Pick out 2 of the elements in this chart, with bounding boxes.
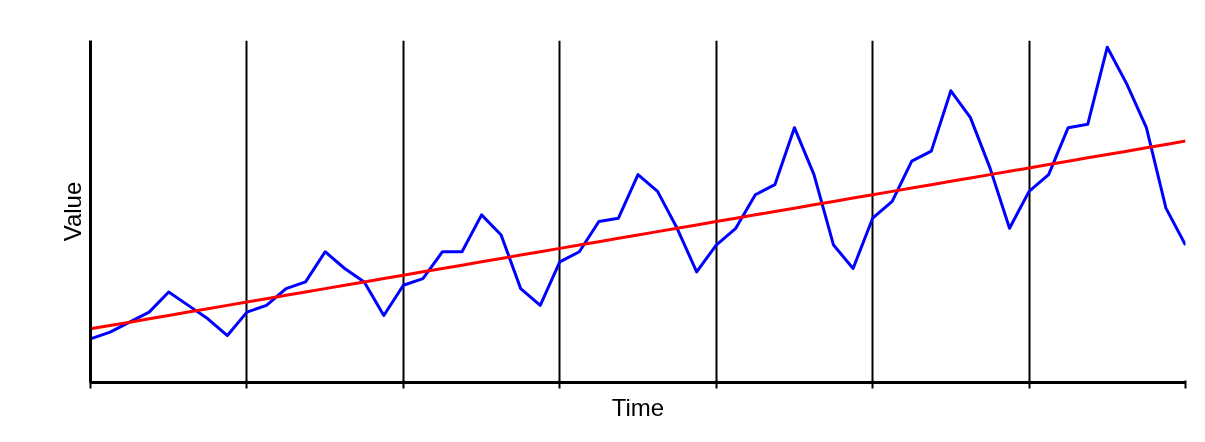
x-axis-title: Time (611, 393, 665, 421)
y-axis-title: Value (58, 181, 86, 242)
